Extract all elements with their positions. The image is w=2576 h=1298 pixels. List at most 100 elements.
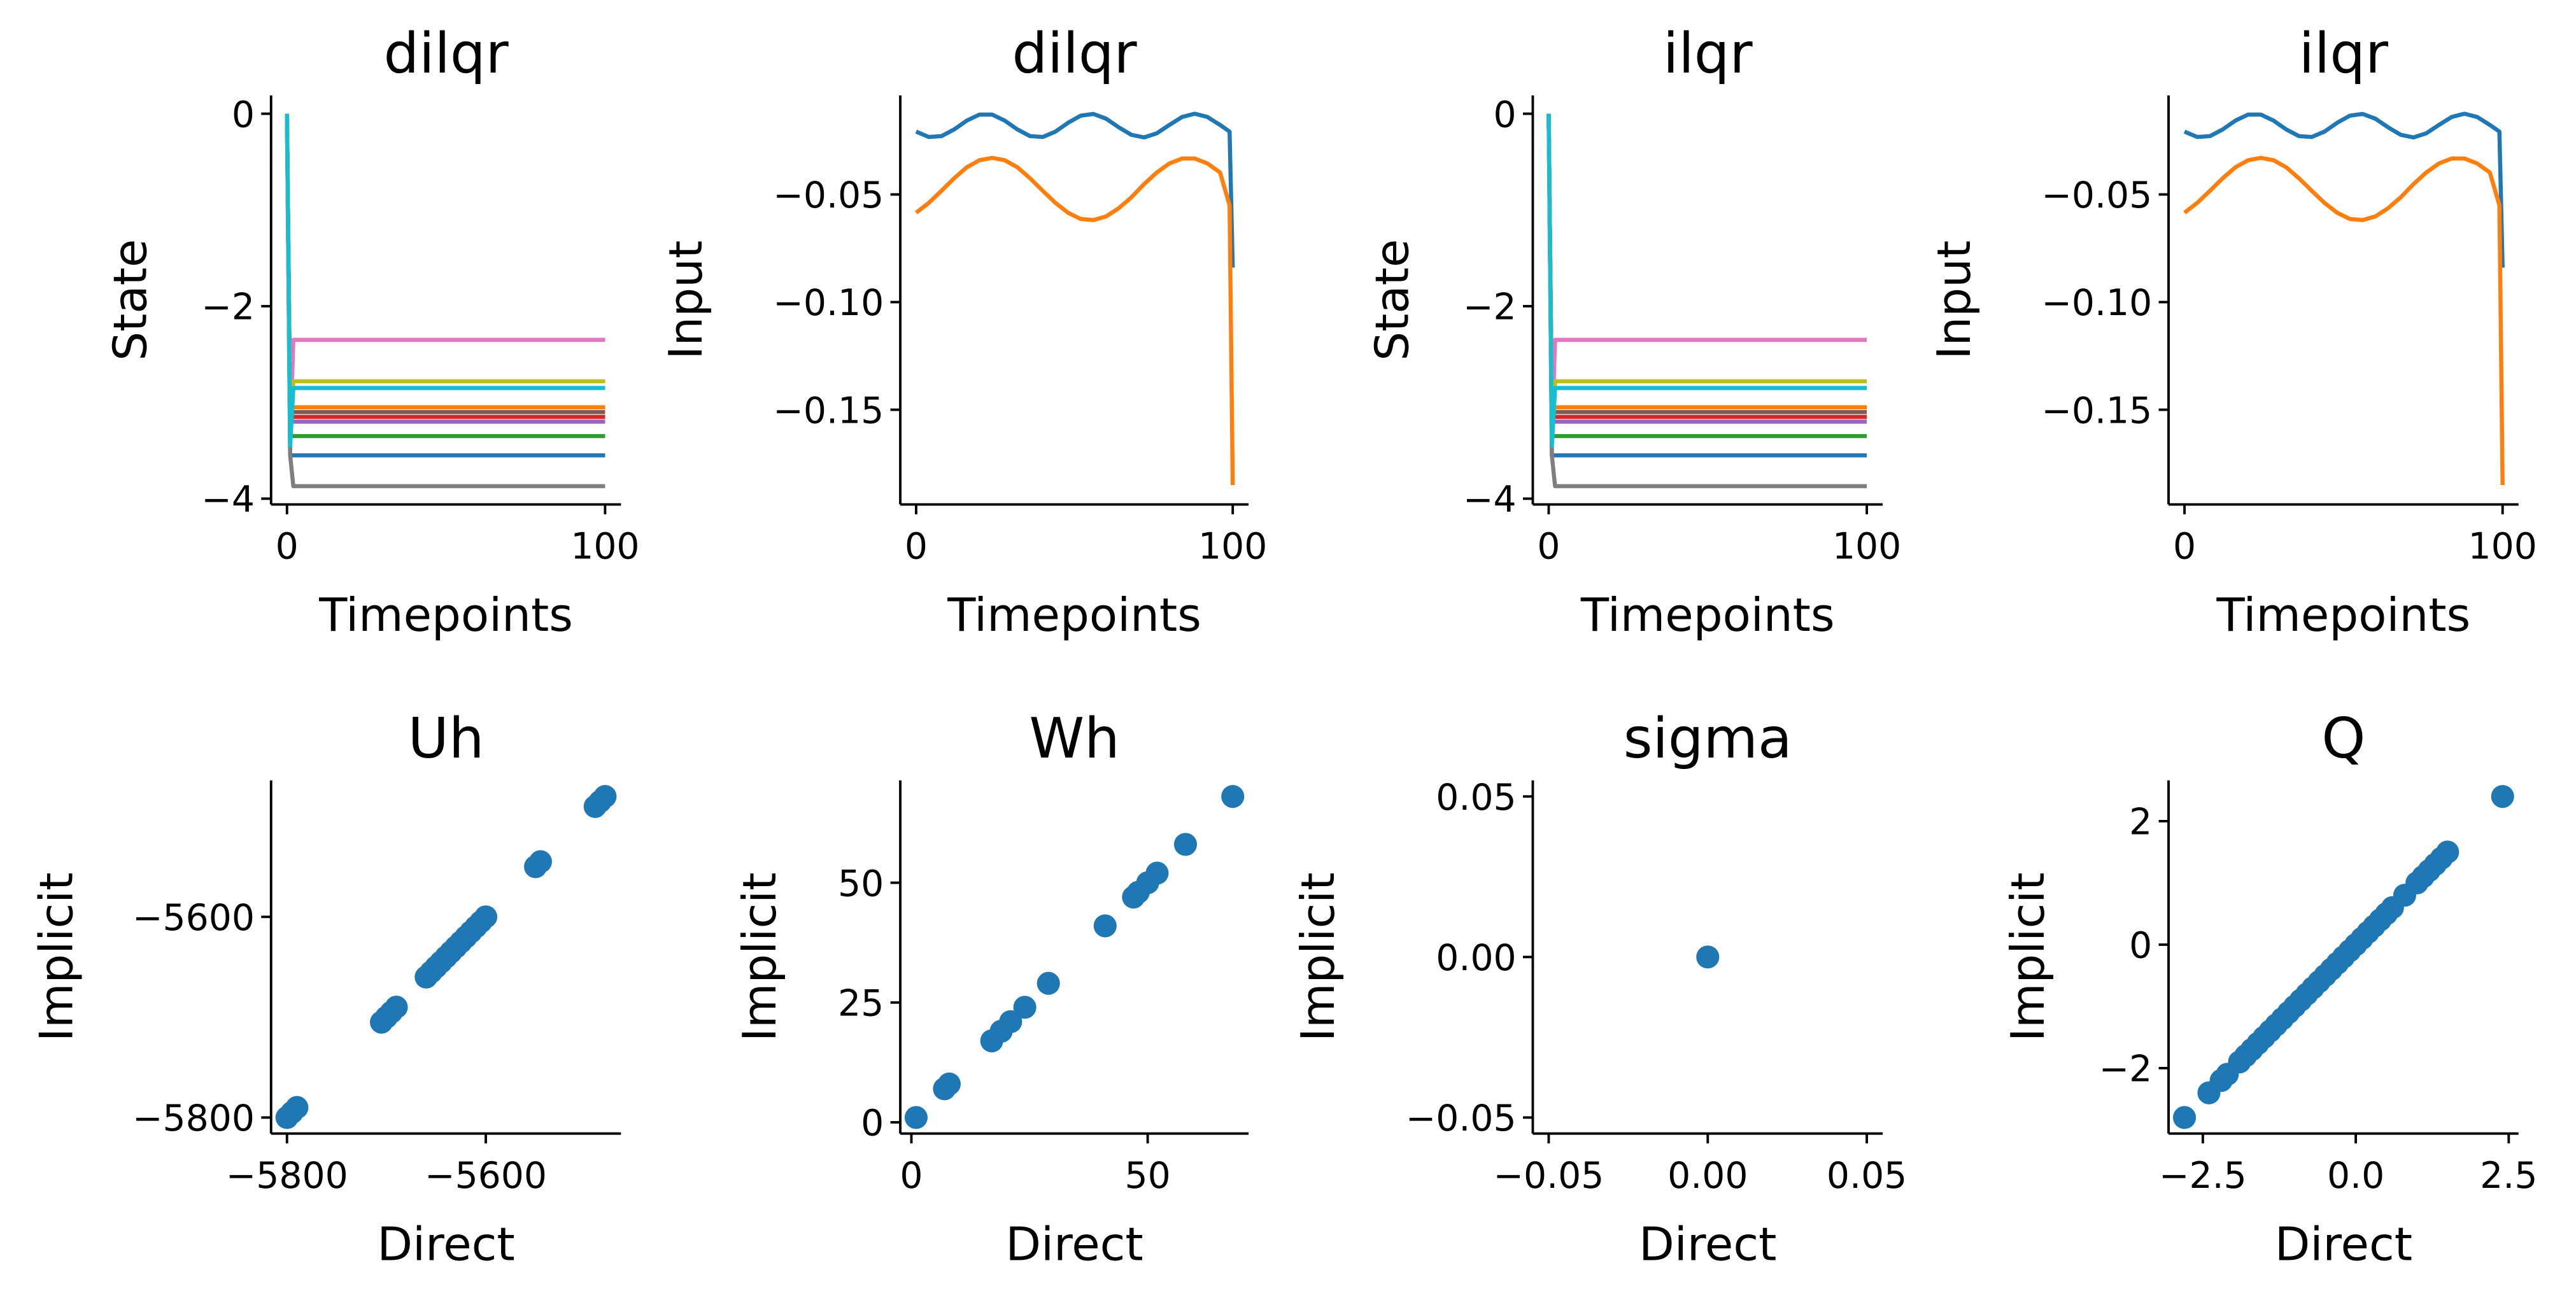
- data-line: [915, 111, 1235, 268]
- scatter-point: [1037, 971, 1060, 995]
- x-tick-label: 100: [1832, 526, 1901, 568]
- y-tick-label: −0.05: [773, 174, 884, 216]
- y-tick-label: −0.15: [773, 390, 884, 432]
- data-line: [285, 113, 605, 448]
- x-tick-label: 50: [1124, 1155, 1170, 1197]
- y-tick-label: −4: [1463, 479, 1517, 521]
- data-line: [1546, 113, 1867, 448]
- data-line: [285, 113, 605, 424]
- subplot-title: Q: [2321, 706, 2365, 771]
- scatter-point: [1221, 785, 1245, 808]
- x-tick-label: −2.5: [2159, 1155, 2247, 1197]
- y-tick-label: 0.00: [1436, 937, 1516, 979]
- subplot-title: dilqr: [1012, 21, 1137, 86]
- x-tick-label: 0.00: [1667, 1155, 1748, 1197]
- scatter-point: [937, 1072, 961, 1096]
- data-line: [1546, 113, 1867, 424]
- x-tick-label: 0.05: [1827, 1155, 1907, 1197]
- x-tick-label: −5800: [226, 1155, 348, 1197]
- y-tick-label: 2: [2129, 801, 2152, 843]
- x-tick-label: 100: [570, 526, 639, 568]
- y-tick-label: −5600: [132, 897, 255, 939]
- subplot: sigma −0.05 0.00 0.05 −0.05 0.00 0.05 Direct Imp…: [1292, 706, 1907, 1272]
- scatter-point: [2436, 840, 2459, 864]
- scatter-point: [904, 1106, 928, 1129]
- x-axis-label: Timepoints: [2216, 589, 2471, 642]
- subplot: Uh −5800 −5600 −5800 −5600 Direct Implicit: [31, 706, 621, 1271]
- x-axis-label: Direct: [377, 1218, 514, 1271]
- data-line: [1546, 113, 1867, 409]
- scatter-point: [1173, 833, 1198, 856]
- y-tick-label: 0: [232, 94, 255, 136]
- subplot: Q −2 0 2 −2.5 0.0 2.5 Direct Implicit: [2002, 706, 2537, 1272]
- x-axis-label: Timepoints: [947, 589, 1201, 642]
- subplot: ilqr −0.05 −0.10 −0.15 0 100 Timepoints Input: [1928, 21, 2537, 642]
- y-axis-label: State: [104, 239, 158, 361]
- x-tick-label: −5600: [425, 1155, 547, 1197]
- data-line: [1546, 113, 1867, 434]
- scatter-point: [2172, 1106, 2197, 1129]
- subplot: dilqr −4 −2 0 0 100 Timepoints State: [104, 21, 640, 642]
- y-tick-label: −0.15: [2041, 390, 2152, 432]
- y-tick-label: 0: [861, 1103, 884, 1145]
- subplot: Wh 0 25 50 0 50 Direct Implicit: [733, 706, 1249, 1271]
- scatter-point: [474, 905, 498, 929]
- x-tick-label: 2.5: [2480, 1155, 2537, 1197]
- y-tick-label: 0: [2129, 925, 2152, 967]
- y-tick-label: −0.05: [2041, 174, 2152, 216]
- data-line: [914, 155, 1235, 486]
- scatter-point: [593, 785, 617, 808]
- scatter-point: [1696, 945, 1720, 969]
- x-tick-label: 0: [2173, 526, 2196, 568]
- y-tick-label: −2: [1463, 286, 1517, 328]
- x-axis-label: Direct: [2275, 1218, 2412, 1271]
- data-line: [285, 113, 605, 420]
- y-axis-label: Implicit: [733, 872, 787, 1041]
- scatter-point: [1145, 861, 1169, 885]
- data-line: [1546, 113, 1867, 443]
- x-tick-label: 0.0: [2327, 1155, 2384, 1197]
- x-axis-label: Direct: [1005, 1218, 1143, 1271]
- x-axis-label: Direct: [1639, 1218, 1776, 1271]
- y-tick-label: −2: [201, 286, 255, 328]
- y-axis-label: Implicit: [2002, 872, 2055, 1041]
- data-line: [1546, 113, 1867, 420]
- y-tick-label: 0.05: [1436, 777, 1516, 819]
- data-line: [1546, 113, 1867, 458]
- subplot: dilqr −0.05 −0.10 −0.15 0 100 Timepoints Input: [660, 21, 1268, 642]
- data-line: [285, 113, 605, 443]
- data-line: [285, 113, 605, 414]
- scatter-point: [2491, 785, 2514, 808]
- y-tick-label: −0.05: [1406, 1097, 1517, 1139]
- y-tick-label: 50: [838, 863, 884, 905]
- y-axis-label: State: [1366, 239, 1419, 361]
- x-tick-label: 0: [900, 1155, 923, 1197]
- subplot-title: ilqr: [2299, 21, 2389, 86]
- subplot-title: sigma: [1624, 706, 1792, 771]
- y-axis-label: Implicit: [31, 872, 84, 1041]
- y-axis-label: Implicit: [1292, 872, 1345, 1041]
- data-line: [1546, 113, 1867, 488]
- y-tick-label: −0.10: [2041, 282, 2152, 324]
- y-axis-label: Input: [1928, 241, 1981, 360]
- y-axis-label: Input: [660, 241, 713, 360]
- y-tick-label: −5800: [132, 1097, 255, 1139]
- subplot-title: Uh: [408, 706, 485, 771]
- data-line: [285, 113, 605, 488]
- x-tick-label: 100: [1198, 526, 1267, 568]
- y-tick-label: −4: [201, 479, 255, 521]
- subplot-title: Wh: [1029, 706, 1119, 771]
- subplot-title: dilqr: [383, 21, 509, 86]
- scatter-point: [528, 850, 552, 873]
- x-tick-label: 0: [905, 526, 928, 568]
- scatter-point: [385, 996, 408, 1019]
- scatter-point: [999, 1010, 1023, 1034]
- x-axis-label: Timepoints: [1580, 589, 1835, 642]
- scatter-point: [1093, 914, 1117, 938]
- scatter-point: [1013, 996, 1037, 1019]
- data-line: [285, 113, 605, 458]
- y-tick-label: −0.10: [773, 282, 884, 324]
- data-line: [285, 113, 605, 434]
